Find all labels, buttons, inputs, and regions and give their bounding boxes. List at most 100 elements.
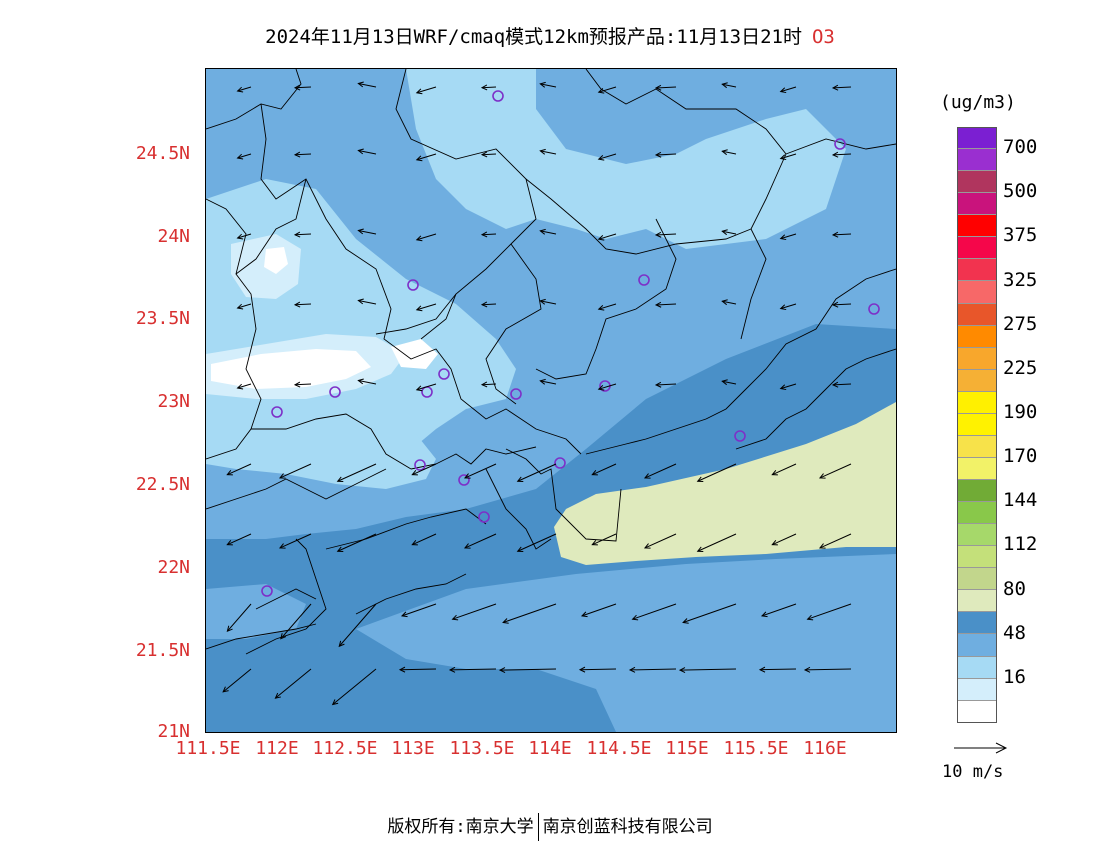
colorbar-cell: [957, 568, 997, 591]
wind-vector: [227, 533, 252, 546]
wind-vector: [416, 383, 437, 391]
wind-vector: [275, 668, 312, 699]
wind-vector-head: [502, 618, 509, 624]
wind-vector: [598, 303, 617, 310]
wind-vector: [655, 383, 677, 386]
wind-vector: [832, 303, 852, 306]
wind-vector: [481, 383, 497, 386]
colorbar-label: 48: [1003, 621, 1026, 644]
wind-vector-head: [758, 666, 766, 673]
colorbar-cell: [957, 612, 997, 635]
map-panel: [205, 68, 897, 733]
wind-vector: [722, 83, 737, 88]
wind-vector-head: [643, 473, 651, 479]
wind-vector-head: [771, 540, 778, 546]
wind-vector: [332, 668, 377, 705]
wind-reference-arrow: [954, 742, 1008, 754]
wind-vector-head: [803, 666, 811, 673]
wind-vector: [772, 533, 797, 546]
wind-vector-head: [398, 666, 406, 673]
wind-vector: [416, 303, 437, 311]
wind-vector: [412, 463, 437, 476]
wind-vector: [722, 300, 737, 305]
wind-vector: [294, 383, 312, 386]
colorbar-cell: [957, 391, 997, 414]
field-mid-west: [206, 584, 306, 639]
wind-vector: [655, 303, 677, 306]
colorbar-cell: [957, 457, 997, 480]
colorbar-label: 80: [1003, 577, 1026, 600]
wind-vector-head: [411, 470, 418, 476]
wind-vector-head: [539, 378, 546, 385]
wind-vector-head: [415, 235, 423, 242]
wind-vector: [780, 303, 797, 310]
wind-vector-head: [480, 84, 488, 91]
wind-vector: [819, 463, 852, 479]
colorbar-cell: [957, 435, 997, 458]
colorbar-cell: [957, 590, 997, 613]
colorbar-label: 500: [1003, 180, 1038, 203]
colorbar-cell: [957, 259, 997, 282]
wind-vector: [761, 603, 797, 617]
wind-vector-head: [236, 233, 244, 240]
wind-vector: [722, 150, 737, 155]
lon-label-113-5: 113.5E: [449, 738, 515, 759]
wind-vector: [592, 533, 617, 546]
title-text: 2024年11月13日WRF/cmaq模式12km预报产品:11月13日21时: [265, 26, 802, 48]
wind-vector: [697, 463, 737, 482]
wind-vector-head: [580, 611, 588, 618]
chart-title: 2024年11月13日WRF/cmaq模式12km预报产品:11月13日21时 O…: [0, 22, 1100, 49]
footer: 版权所有:南京大学 南京创蓝科技有限公司: [0, 812, 1100, 841]
wind-vector-head: [451, 614, 459, 621]
colorbar-cell: [957, 237, 997, 260]
wind-vector: [807, 603, 852, 620]
wind-vector-head: [448, 666, 456, 673]
wind-vector-head: [779, 304, 787, 311]
lat-label-23: 23N: [157, 391, 190, 412]
colorbar-label: 275: [1003, 312, 1038, 335]
wind-vector-head: [278, 473, 286, 479]
wind-vector-head: [678, 667, 686, 673]
wind-vector: [416, 86, 437, 94]
wind-vector-head: [654, 301, 662, 308]
wind-vector-head: [760, 611, 768, 618]
field-white-c: [264, 247, 288, 274]
wind-vector-head: [631, 614, 639, 621]
wind-vector: [819, 533, 852, 549]
wind-vector-head: [696, 476, 704, 482]
wind-vector-head: [480, 301, 488, 308]
wind-vector: [449, 668, 497, 671]
colorbar-cell: [957, 413, 997, 436]
wind-vector: [632, 603, 677, 620]
lat-label-22: 22N: [157, 557, 190, 578]
wind-vector: [697, 533, 737, 552]
wind-vector-head: [831, 381, 839, 388]
wind-vector-head: [654, 151, 662, 158]
lon-label-111-5: 111.5E: [175, 738, 241, 759]
wind-vector: [644, 533, 677, 549]
lat-label-24-5: 24.5N: [135, 143, 190, 164]
wind-vector-head: [779, 234, 787, 241]
wind-vector: [598, 153, 617, 160]
wind-vector-head: [415, 88, 423, 95]
wind-vector-head: [721, 82, 728, 89]
lat-label-22-5: 22.5N: [135, 474, 190, 495]
wind-vector-head: [539, 148, 546, 155]
wind-vector-head: [818, 473, 826, 479]
lat-label-21: 21N: [157, 721, 190, 742]
wind-vector-head: [654, 231, 662, 238]
colorbar-label: 700: [1003, 136, 1038, 159]
wind-vector-head: [696, 546, 704, 552]
colorbar-label: 112: [1003, 533, 1038, 556]
wind-vector-head: [331, 699, 339, 706]
wind-vector-head: [480, 381, 488, 388]
wind-vector-head: [226, 470, 233, 476]
colorbar-cell: [957, 171, 997, 194]
colorbar-cell: [957, 546, 997, 569]
colorbar-cell: [957, 634, 997, 657]
copyright-text: 版权所有:南京大学: [387, 817, 534, 837]
wind-vector: [416, 153, 437, 161]
wind-reference-label: 10 m/s: [942, 762, 1004, 782]
wind-vector: [832, 383, 852, 386]
wind-vector-head: [591, 540, 598, 546]
